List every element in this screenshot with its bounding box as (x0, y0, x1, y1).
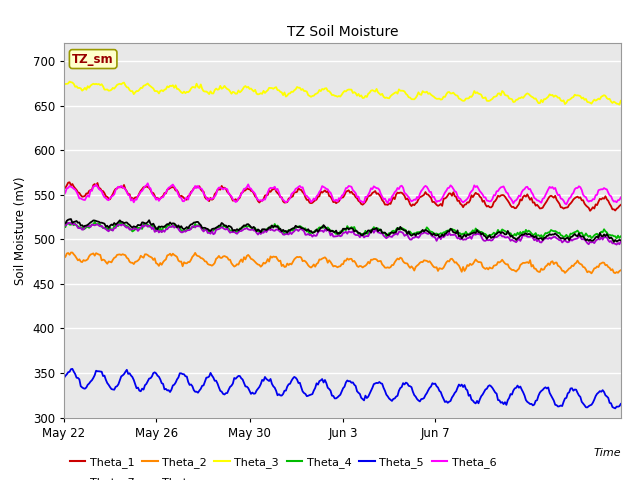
Line: Theta_7: Theta_7 (64, 223, 621, 245)
Theta_avg (467, 231, 474, 237)
Theta_avg (463, 231, 471, 237)
Legend: Theta_7, Theta_avg: Theta_7, Theta_avg (70, 478, 220, 480)
Line: Theta_6: Theta_6 (64, 183, 621, 204)
Theta_avg (67, 216, 75, 222)
Theta_6 (563, 202, 570, 207)
Text: Time: Time (593, 448, 621, 458)
Theta_5 (129, 374, 136, 380)
Theta_6 (282, 200, 290, 205)
Theta_2 (617, 267, 625, 273)
Theta_1 (412, 201, 419, 206)
Theta_5 (463, 387, 471, 393)
Theta_1 (243, 185, 251, 191)
Theta_7 (60, 223, 68, 228)
Theta_1 (617, 202, 625, 208)
Theta_1 (467, 197, 474, 203)
Theta_3 (282, 94, 290, 99)
Theta_2 (282, 264, 290, 270)
Theta_5 (611, 406, 619, 411)
Theta_5 (617, 401, 625, 407)
Theta_1 (282, 199, 290, 205)
Theta_4 (467, 230, 474, 236)
Theta_5 (243, 384, 251, 389)
Theta_6 (467, 190, 474, 196)
Theta_7 (65, 220, 72, 226)
Theta_3 (243, 84, 251, 90)
Theta_5 (60, 375, 68, 381)
Theta_4 (129, 228, 136, 234)
Line: Theta_2: Theta_2 (64, 252, 621, 273)
Line: Theta_4: Theta_4 (64, 222, 621, 239)
Theta_avg (129, 225, 136, 230)
Theta_2 (467, 261, 474, 267)
Theta_2 (412, 264, 419, 270)
Line: Theta_3: Theta_3 (64, 82, 621, 105)
Theta_7 (467, 234, 474, 240)
Theta_7 (463, 235, 471, 241)
Theta_4 (243, 224, 251, 230)
Theta_2 (463, 262, 471, 268)
Theta_6 (617, 194, 625, 200)
Theta_2 (129, 260, 136, 265)
Theta_7 (612, 242, 620, 248)
Theta_avg (60, 220, 68, 226)
Line: Theta_avg: Theta_avg (64, 219, 621, 242)
Theta_7 (243, 225, 251, 231)
Theta_7 (282, 231, 290, 237)
Theta_2 (588, 270, 595, 276)
Theta_4 (463, 231, 471, 237)
Theta_avg (610, 239, 618, 245)
Theta_6 (127, 198, 135, 204)
Title: TZ Soil Moisture: TZ Soil Moisture (287, 25, 398, 39)
Theta_2 (243, 253, 251, 259)
Theta_6 (463, 196, 471, 202)
Theta_5 (412, 394, 419, 399)
Theta_2 (60, 255, 68, 261)
Theta_4 (412, 230, 419, 236)
Theta_3 (60, 82, 68, 87)
Theta_5 (68, 366, 76, 372)
Theta_3 (129, 88, 136, 94)
Y-axis label: Soil Moisture (mV): Soil Moisture (mV) (14, 176, 27, 285)
Theta_3 (66, 79, 74, 84)
Theta_4 (617, 233, 625, 239)
Line: Theta_5: Theta_5 (64, 369, 621, 408)
Theta_1 (463, 200, 471, 205)
Theta_1 (586, 208, 594, 214)
Theta_6 (144, 180, 152, 186)
Theta_6 (60, 192, 68, 197)
Theta_avg (617, 238, 625, 243)
Theta_avg (412, 233, 419, 239)
Line: Theta_1: Theta_1 (64, 182, 621, 211)
Theta_4 (282, 230, 290, 236)
Theta_3 (617, 98, 625, 104)
Theta_7 (129, 227, 136, 232)
Theta_2 (67, 250, 75, 255)
Theta_3 (616, 102, 623, 108)
Theta_4 (612, 236, 620, 241)
Theta_1 (129, 195, 136, 201)
Theta_4 (60, 224, 68, 230)
Text: TZ_sm: TZ_sm (72, 53, 114, 66)
Theta_3 (412, 95, 419, 101)
Theta_7 (617, 239, 625, 244)
Theta_avg (282, 228, 290, 234)
Theta_3 (463, 96, 471, 101)
Theta_5 (282, 388, 290, 394)
Theta_7 (412, 234, 419, 240)
Theta_6 (412, 197, 419, 203)
Theta_5 (467, 392, 474, 398)
Theta_avg (243, 221, 251, 227)
Theta_6 (243, 184, 251, 190)
Theta_3 (467, 94, 474, 99)
Theta_1 (66, 180, 74, 185)
Theta_1 (60, 185, 68, 191)
Theta_4 (116, 219, 124, 225)
